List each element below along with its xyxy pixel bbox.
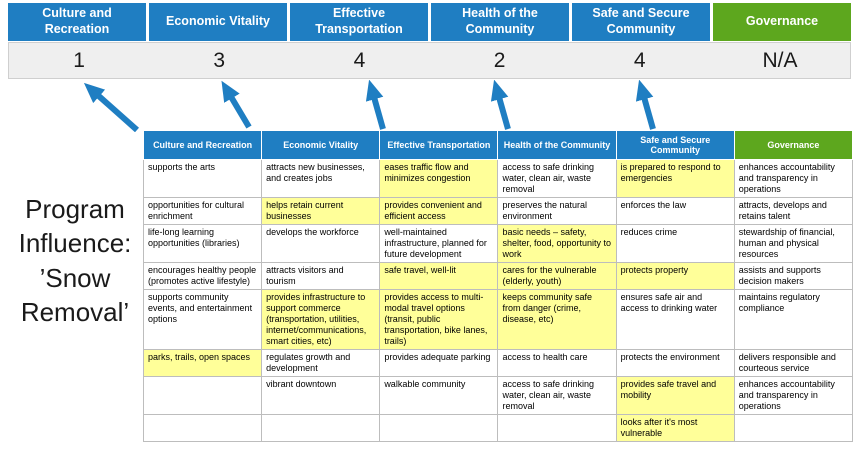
score-value-5: 4 <box>633 48 646 72</box>
table-cell: protects the environment <box>615 348 735 377</box>
table-col-header-4: Health of the Community <box>497 130 617 160</box>
score-value-6: N/A <box>762 48 798 72</box>
arrow-icon <box>365 80 386 130</box>
table-cell <box>497 413 617 442</box>
category-header-4: Health of the Community <box>431 3 569 41</box>
table-cell: delivers responsible and courteous servi… <box>733 348 854 377</box>
table-cell: walkable community <box>379 375 499 415</box>
table-row: opportunities for cultural enrichment hel… <box>142 196 854 225</box>
table-row: supports the arts attracts new businesses… <box>142 159 854 198</box>
table-cell <box>379 413 499 442</box>
table-cell <box>142 413 263 442</box>
table-cell: ensures safe air and access to drinking … <box>615 288 735 350</box>
table-cell: eases traffic flow and minimizes congest… <box>379 159 499 198</box>
score-value-2: 3 <box>213 48 226 72</box>
table-cell: maintains regulatory compliance <box>733 288 854 350</box>
table-col-header-3: Effective Transportation <box>379 130 499 160</box>
table-col-header-6: Governance <box>733 130 854 160</box>
category-header-2: Economic Vitality <box>149 3 287 41</box>
table-cell: life-long learning opportunities (librar… <box>142 223 263 263</box>
table-cell: well-maintained infrastructure, planned … <box>379 223 499 263</box>
table-cell <box>733 413 854 442</box>
arrow-icon <box>635 80 656 130</box>
category-header-6: Governance <box>713 3 851 41</box>
table-cell: preserves the natural environment <box>497 196 617 225</box>
arrow-icon <box>490 80 511 130</box>
category-header-3: Effective Transportation <box>290 3 428 41</box>
table-cell: regulates growth and development <box>261 348 381 377</box>
table-cell: vibrant downtown <box>261 375 381 415</box>
table-cell: provides adequate parking <box>379 348 499 377</box>
score-value-4: 2 <box>493 48 506 72</box>
score-value-3: 4 <box>353 48 366 72</box>
table-cell: access to safe drinking water, clean air… <box>497 375 617 415</box>
score-arrows <box>83 80 656 132</box>
table-cell: reduces crime <box>615 223 735 263</box>
table-cell: is prepared to respond to emergencies <box>615 159 735 198</box>
table-cell: provides safe travel and mobility <box>615 375 735 415</box>
table-cell: enhances accountability and transparency… <box>733 159 854 198</box>
table-header-row: Culture and Recreation Economic Vitality E… <box>142 130 854 160</box>
score-value-1: 1 <box>73 48 85 72</box>
arrow-icon <box>83 82 139 132</box>
table-cell: helps retain current businesses <box>261 196 381 225</box>
table-col-header-1: Culture and Recreation <box>142 130 263 160</box>
table-col-header-2: Economic Vitality <box>261 130 381 160</box>
table-cell: enhances accountability and transparency… <box>733 375 854 415</box>
category-header-1: Culture and Recreation <box>8 3 146 41</box>
table-cell: attracts, develops and retains talent <box>733 196 854 225</box>
table-cell: safe travel, well-lit <box>379 261 499 290</box>
program-label-line: Influence: <box>18 228 132 259</box>
table-cell: provides infrastructure to support comme… <box>261 288 381 350</box>
category-header-5: Safe and Secure Community <box>572 3 710 41</box>
program-label-line: ’Snow <box>39 262 111 293</box>
table-row: life-long learning opportunities (librar… <box>142 223 854 263</box>
table-cell: protects property <box>615 261 735 290</box>
table-cell: encourages healthy people (promotes acti… <box>142 261 263 290</box>
table-cell: keeps community safe from danger (crime,… <box>497 288 617 350</box>
score-row: 1 3 4 2 4 N/A <box>8 42 851 79</box>
table-cell: access to health care <box>497 348 617 377</box>
table-row: looks after it's most vulnerable <box>142 413 854 442</box>
arrow-icon <box>221 80 252 129</box>
table-cell: supports community events, and entertain… <box>142 288 263 350</box>
table-cell: enforces the law <box>615 196 735 225</box>
table-col-header-5: Safe and Secure Community <box>615 130 735 160</box>
table-cell: provides convenient and efficient access <box>379 196 499 225</box>
table-cell <box>142 375 263 415</box>
table-cell: stewardship of financial, human and phys… <box>733 223 854 263</box>
table-cell <box>261 413 381 442</box>
table-cell: opportunities for cultural enrichment <box>142 196 263 225</box>
table-cell: looks after it's most vulnerable <box>615 413 735 442</box>
table-cell: attracts new businesses, and creates job… <box>261 159 381 198</box>
category-banner: Culture and Recreation Economic Vitality E… <box>8 3 851 41</box>
program-label-line: Removal’ <box>20 296 130 327</box>
table-cell: cares for the vulnerable (elderly, youth… <box>497 261 617 290</box>
table-cell: parks, trails, open spaces <box>142 348 263 377</box>
table-cell: supports the arts <box>142 159 263 198</box>
table-cell: attracts visitors and tourism <box>261 261 381 290</box>
table-cell: basic needs – safety, shelter, food, opp… <box>497 223 617 263</box>
table-body: supports the arts attracts new businesses… <box>142 159 854 442</box>
table-cell: assists and supports decision makers <box>733 261 854 290</box>
program-label-line: Program <box>25 194 125 224</box>
table-cell: provides access to multi-modal travel op… <box>379 288 499 350</box>
table-cell: develops the workforce <box>261 223 381 263</box>
table-row: supports community events, and entertain… <box>142 288 854 350</box>
table-row: vibrant downtown walkable community access… <box>142 375 854 415</box>
table-row: parks, trails, open spaces regulates grow… <box>142 348 854 377</box>
program-influence-label: Program Influence: ’Snow Removal’ <box>0 192 150 329</box>
influence-table: Culture and Recreation Economic Vitality E… <box>142 130 854 442</box>
table-cell: access to safe drinking water, clean air… <box>497 159 617 198</box>
table-row: encourages healthy people (promotes acti… <box>142 261 854 290</box>
